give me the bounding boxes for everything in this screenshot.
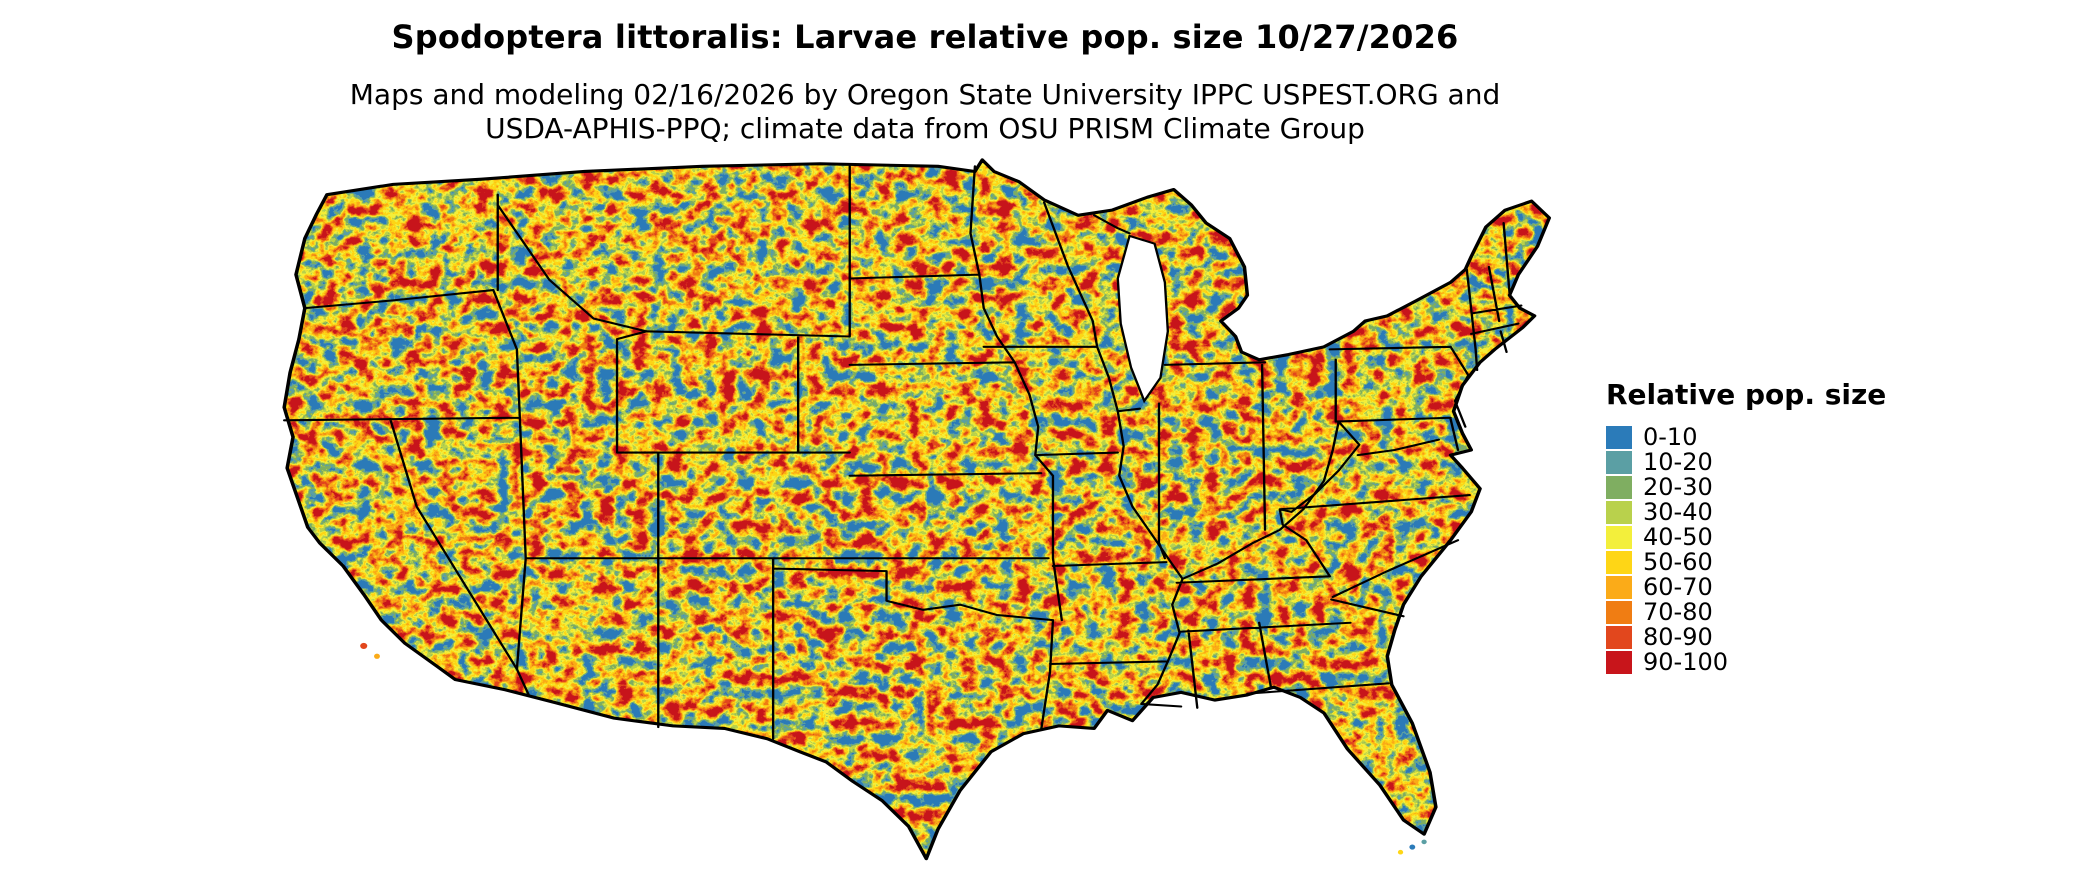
legend-entry-label: 20-30 [1643, 473, 1713, 501]
legend-row: 0-10 [1606, 425, 1906, 450]
subtitle-line-1: Maps and modeling 02/16/2026 by Oregon S… [349, 78, 1501, 111]
legend-entry-label: 80-90 [1643, 623, 1713, 651]
legend-entry-label: 60-70 [1643, 573, 1713, 601]
lake-michigan [1116, 234, 1170, 404]
legend-swatch [1606, 576, 1632, 599]
legend-entry-label: 0-10 [1643, 423, 1698, 451]
us-population-map [268, 156, 1564, 878]
legend-swatch [1606, 451, 1632, 474]
legend-swatch [1606, 651, 1632, 674]
subtitle-line-2: USDA-APHIS-PPQ; climate data from OSU PR… [485, 112, 1365, 145]
legend-title: Relative pop. size [1606, 378, 1887, 411]
legend-row: 90-100 [1606, 650, 1906, 675]
legend-swatch [1606, 501, 1632, 524]
legend-swatch [1606, 626, 1632, 649]
map-header: Spodoptera littoralis: Larvae relative p… [270, 18, 1580, 146]
us-outline [282, 158, 1552, 861]
legend-entry-label: 40-50 [1643, 523, 1713, 551]
legend-row: 30-40 [1606, 500, 1906, 525]
legend-row: 70-80 [1606, 600, 1906, 625]
legend-row: 10-20 [1606, 450, 1906, 475]
legend-swatch [1606, 551, 1632, 574]
legend-row: 20-30 [1606, 475, 1906, 500]
legend-entry-label: 30-40 [1643, 498, 1713, 526]
legend-entry-label: 10-20 [1643, 448, 1713, 476]
legend-row: 60-70 [1606, 575, 1906, 600]
legend-entries: 0-10 10-20 20-30 30-40 40-50 50-60 60-70 70-80 8… [1606, 425, 1906, 675]
legend: Relative pop. size 0-10 10-20 20-30 30-40 40… [1606, 378, 1906, 675]
legend-row: 50-60 [1606, 550, 1906, 575]
legend-entry-label: 70-80 [1643, 598, 1713, 626]
legend-row: 80-90 [1606, 625, 1906, 650]
state-borders [283, 165, 1523, 740]
channel-islands [360, 642, 380, 659]
legend-swatch [1606, 601, 1632, 624]
legend-swatch [1606, 476, 1632, 499]
legend-swatch [1606, 426, 1632, 449]
legend-swatch [1606, 526, 1632, 549]
population-raster [284, 159, 1550, 859]
florida-keys [1397, 839, 1427, 855]
legend-row: 40-50 [1606, 525, 1906, 550]
page-subtitle: Maps and modeling 02/16/2026 by Oregon S… [270, 78, 1580, 146]
page-title: Spodoptera littoralis: Larvae relative p… [391, 18, 1459, 56]
legend-entry-label: 90-100 [1643, 648, 1729, 676]
legend-entry-label: 50-60 [1643, 548, 1713, 576]
us-map-svg [282, 158, 1552, 861]
